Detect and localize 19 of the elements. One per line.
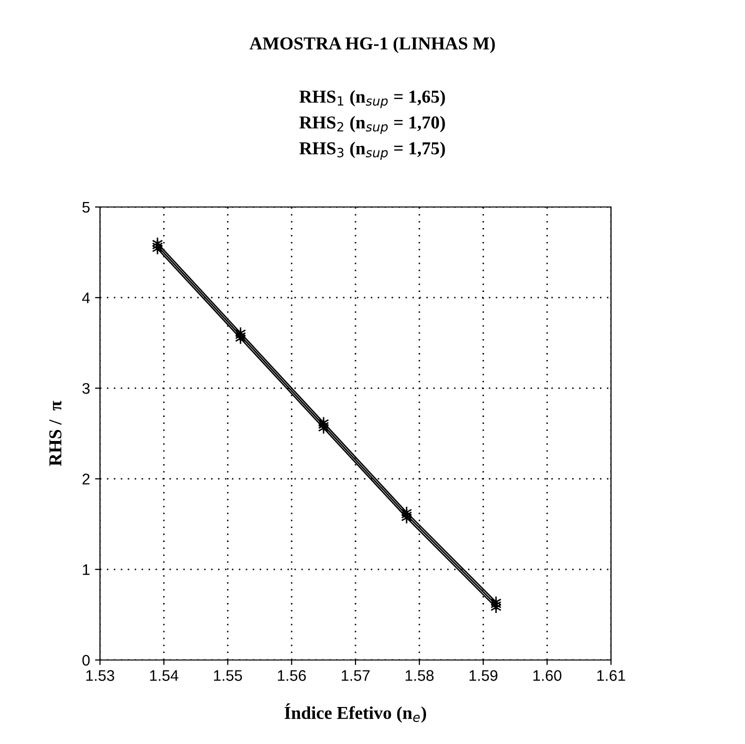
x-tick-label: 1.53 xyxy=(86,670,114,681)
y-tick-label: 2 xyxy=(82,474,90,484)
text: RHS$_{1}$ (n$_{sup}$ = 1,65) RHS$_{2}$ (n$_{sup}$ = 1,70) RHS$_{3}$ (n$_{sup}$ = 1,75) xyxy=(299,90,445,160)
y-tick-label: 3 xyxy=(82,383,90,394)
x-axis-title: Índice Efetivo (n$_{e}$) xyxy=(284,703,426,723)
x-tick-label: 1.58 xyxy=(406,670,434,681)
x-tick-label: 1.56 xyxy=(278,670,306,681)
chart-title: AMOSTRA HG-1 (LINHAS M) xyxy=(250,36,495,54)
y-tick-label: 5 xyxy=(82,202,90,213)
y-axis-title: RHS / π xyxy=(49,400,62,466)
x-tick-label: 1.60 xyxy=(533,670,562,681)
y-tick-label: 1 xyxy=(82,564,90,575)
x-tick-label: 1.55 xyxy=(214,670,242,681)
y-tick-label: 0 xyxy=(82,654,90,666)
x-tick-label: 1.57 xyxy=(342,670,370,681)
x-tick-label: 1.61 xyxy=(597,670,626,681)
y-tick-label: 4 xyxy=(82,292,90,304)
x-tick-label: 1.59 xyxy=(470,670,498,681)
x-tick-label: 1.54 xyxy=(150,670,178,681)
